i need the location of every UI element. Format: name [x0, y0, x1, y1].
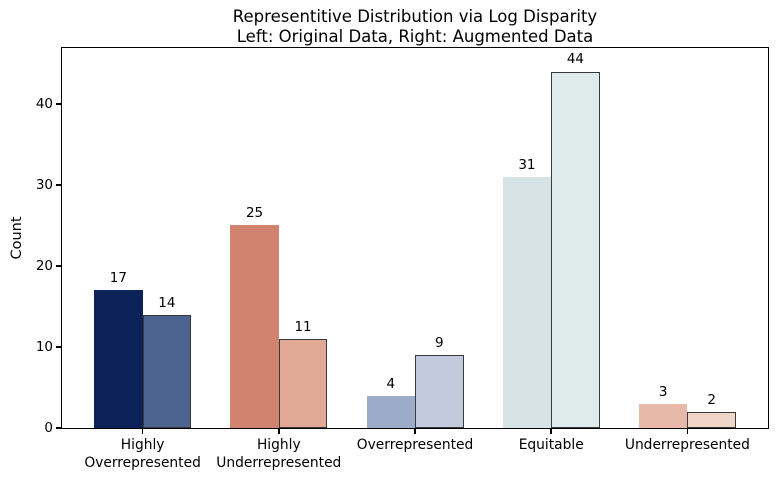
x-tick-label: Highly Overrepresented	[53, 436, 233, 472]
x-tick-label-line: Overrepresented	[84, 455, 201, 471]
bar-value-label: 3	[658, 383, 668, 400]
x-tick-label: Overrepresented	[325, 436, 505, 454]
x-tick-label-line: Overrepresented	[356, 437, 474, 453]
bar-augmented	[687, 411, 736, 428]
y-tick-mark	[56, 184, 61, 186]
y-tick-label: 10	[35, 338, 53, 355]
y-tick-mark	[56, 427, 61, 429]
x-tick-label-line: Highly	[256, 437, 301, 453]
x-tick-label: Highly Underrepresented	[189, 436, 369, 472]
x-tick-label: Equitable	[461, 436, 641, 454]
x-tick-mark	[414, 429, 416, 434]
plot-area	[62, 48, 768, 428]
y-tick-label: 40	[35, 95, 53, 112]
bar-original	[366, 395, 415, 428]
bar-value-label: 44	[566, 51, 585, 68]
bar-original	[638, 403, 688, 428]
bar-augmented	[278, 338, 328, 428]
bar-augmented	[551, 71, 600, 428]
bar-original	[502, 176, 552, 428]
x-tick-mark	[686, 429, 689, 434]
y-tick-mark	[56, 346, 61, 348]
bar-value-label: 31	[518, 156, 536, 173]
x-tick-mark	[550, 429, 552, 434]
x-tick-label-line: Underrepresented	[624, 437, 750, 453]
bar-augmented	[142, 314, 192, 428]
bar-value-label: 11	[294, 318, 312, 335]
bar-original	[94, 290, 143, 428]
x-tick-label: Underrepresented	[597, 436, 777, 454]
y-tick-label: 20	[35, 257, 53, 274]
chart-title-line1: Representitive Distribution via Log Disp…	[232, 7, 598, 26]
bar-value-label: 17	[109, 270, 127, 287]
x-tick-label-line: Underrepresented	[216, 455, 342, 471]
x-tick-label-line: Highly	[120, 437, 165, 453]
bar-value-label: 14	[158, 294, 176, 311]
y-tick-label: 0	[44, 420, 53, 436]
y-tick-label: 30	[35, 176, 53, 193]
bar-value-label: 9	[434, 335, 444, 352]
x-tick-mark	[141, 429, 144, 434]
x-tick-mark	[278, 429, 280, 434]
y-tick-mark	[56, 103, 61, 105]
y-tick-mark	[56, 265, 61, 267]
y-axis-label: Count	[9, 216, 25, 260]
bar-augmented	[415, 355, 464, 428]
bar-original	[230, 225, 279, 428]
bar-value-label: 2	[707, 391, 716, 408]
bar-value-label: 25	[245, 205, 264, 222]
x-tick-label-line: Equitable	[518, 437, 584, 453]
bar-value-label: 4	[386, 375, 396, 392]
chart-title-line2: Left: Original Data, Right: Augmented Da…	[236, 26, 594, 46]
chart-title: Representitive Distribution via Log Disp…	[62, 7, 768, 46]
